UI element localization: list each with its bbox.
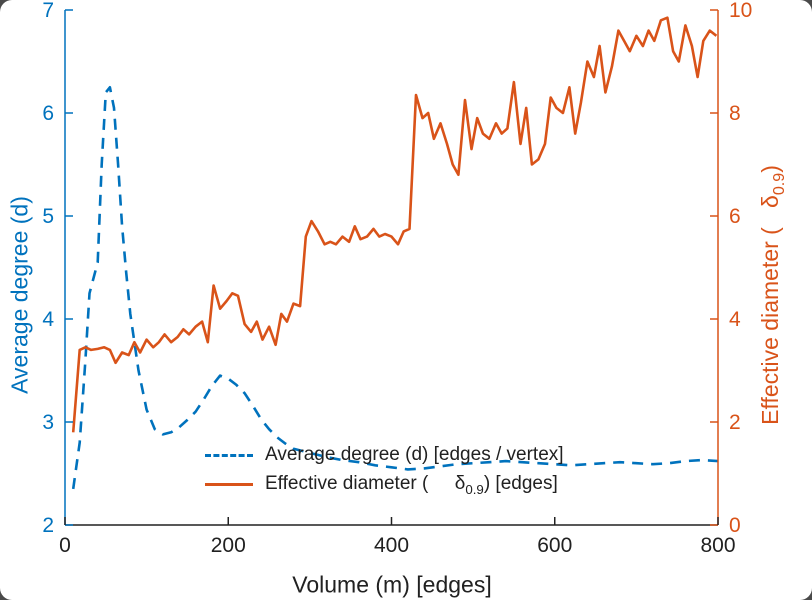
left-tick-label: 4 [42, 308, 54, 331]
left-tick-label: 6 [42, 102, 54, 125]
left-axis-label-text: Average degree (d) [6, 196, 33, 394]
legend-label-suffix: ) [edges] [483, 473, 558, 494]
legend-delta-symbol: δ [454, 473, 466, 494]
left-tick-label: 7 [42, 0, 54, 22]
right-axis-label: Effective diameter ( δ0.9) [757, 165, 789, 425]
effective-diameter-line [71, 16, 718, 433]
x-tick-label: 200 [211, 534, 246, 557]
legend-delta-subscript: 0.9 [465, 481, 484, 497]
x-tick-label: 600 [537, 534, 572, 557]
left-tick-label: 3 [42, 411, 54, 434]
right-tick-label: 4 [729, 308, 741, 331]
x-tick-label: 400 [374, 534, 409, 557]
solid-line-sample-icon [205, 483, 253, 487]
left-axis-label: Average degree (d) [7, 196, 34, 394]
avg-degree-line [71, 86, 719, 490]
delta-symbol: δ [757, 195, 784, 208]
legend: Average degree (d) [edges / vertex] Effe… [205, 444, 564, 497]
right-tick-label: 2 [729, 411, 741, 434]
right-axis-label-prefix: Effective diameter ( [757, 207, 784, 425]
right-tick-label: 0 [729, 514, 741, 537]
left-tick-label: 2 [42, 514, 54, 537]
x-tick-label: 0 [59, 534, 71, 557]
legend-label-prefix: Effective diameter ( [265, 473, 455, 494]
x-tick-label: 800 [700, 534, 735, 557]
dashed-line-sample-icon [205, 453, 253, 457]
legend-label-avg-degree: Average degree (d) [edges / vertex] [265, 444, 564, 465]
legend-label-effective-diameter: Effective diameter ( δ0.9) [edges] [265, 473, 558, 497]
legend-item-avg-degree: Average degree (d) [edges / vertex] [205, 444, 564, 466]
x-axis-label: Volume (m) [edges] [292, 572, 491, 599]
right-axis-label-suffix: ) [757, 165, 784, 173]
left-tick-label: 5 [42, 205, 54, 228]
right-tick-label: 10 [729, 0, 752, 22]
x-axis-label-text: Volume (m) [edges] [292, 571, 492, 598]
right-tick-label: 6 [729, 205, 741, 228]
delta-subscript: 0.9 [769, 172, 788, 196]
right-tick-label: 8 [729, 102, 741, 125]
legend-item-effective-diameter: Effective diameter ( δ0.9) [edges] [205, 473, 564, 497]
